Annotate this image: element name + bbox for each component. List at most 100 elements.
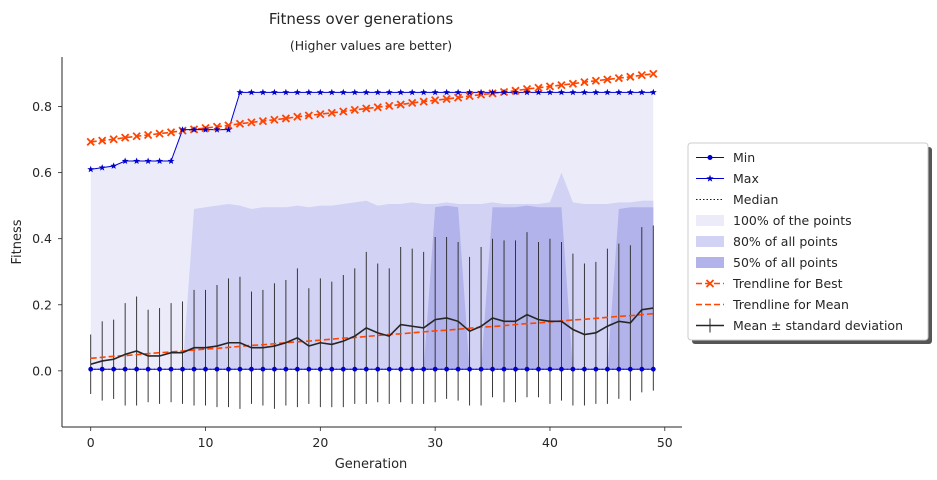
min-marker xyxy=(249,366,254,372)
max-marker xyxy=(259,88,267,96)
trendline-best-marker xyxy=(534,83,543,92)
max-marker xyxy=(87,165,95,173)
trendline-best-marker xyxy=(465,91,474,101)
min-marker xyxy=(432,366,438,372)
legend-label: Mean ± standard deviation xyxy=(733,318,903,333)
min-marker xyxy=(317,366,323,372)
legend-item: 80% of all points xyxy=(696,234,838,249)
min-marker xyxy=(260,366,266,372)
max-marker xyxy=(248,88,255,96)
min-marker xyxy=(145,366,151,372)
legend-label: 50% of all points xyxy=(733,255,838,270)
trendline-best-marker xyxy=(545,82,555,91)
trendline-best-marker xyxy=(86,137,95,147)
min-marker xyxy=(639,366,645,372)
max-marker xyxy=(454,88,462,96)
min-marker xyxy=(306,366,312,372)
max-marker xyxy=(592,88,600,96)
min-marker xyxy=(627,366,633,372)
trendline-best-marker xyxy=(316,110,325,119)
min-marker xyxy=(352,366,358,372)
legend-label: Max xyxy=(733,171,759,186)
max-marker xyxy=(477,88,485,96)
max-marker xyxy=(443,88,451,96)
trendline-best-marker xyxy=(270,115,279,124)
y-tick-label: 0.6 xyxy=(32,165,52,180)
min-marker xyxy=(513,366,518,372)
legend-label: Trendline for Best xyxy=(732,276,843,291)
max-marker xyxy=(603,88,611,96)
min-marker xyxy=(329,366,335,372)
legend-item: Max xyxy=(696,171,759,186)
min-marker xyxy=(203,366,208,372)
min-marker xyxy=(272,366,277,372)
legend-item: Min xyxy=(696,150,755,165)
max-marker xyxy=(316,88,324,96)
trendline-best-marker xyxy=(396,100,405,109)
legend-label: 100% of the points xyxy=(733,213,852,228)
legend: Min Max Median 100% of the points 80% of all… xyxy=(687,142,932,344)
max-marker xyxy=(420,88,428,96)
trendline-best-marker xyxy=(235,119,245,128)
max-marker xyxy=(179,126,186,133)
legend-glyph-marker xyxy=(705,279,715,288)
min-marker xyxy=(226,366,231,372)
legend-item: Mean ± standard deviation xyxy=(696,318,903,333)
min-marker xyxy=(88,366,94,372)
min-marker xyxy=(168,366,174,372)
trendline-best-marker xyxy=(247,118,256,127)
min-marker xyxy=(444,366,450,372)
trendline-best-marker xyxy=(580,77,589,87)
min-marker xyxy=(582,366,587,372)
y-tick-label: 0.2 xyxy=(32,297,52,312)
legend-label: Trendline for Mean xyxy=(732,297,849,312)
max-marker xyxy=(98,164,106,171)
legend-label: 80% of all points xyxy=(733,234,838,249)
max-marker xyxy=(374,88,382,96)
max-marker xyxy=(580,88,588,96)
trendline-best-marker xyxy=(626,72,635,81)
min-marker xyxy=(375,366,381,372)
min-marker xyxy=(409,366,415,372)
y-tick-labels: 0.0 0.2 0.4 0.6 0.8 xyxy=(32,99,62,378)
min-marker xyxy=(363,366,369,372)
y-tick-label: 0.4 xyxy=(32,231,52,246)
max-marker xyxy=(305,88,313,96)
min-marker xyxy=(593,366,599,372)
min-marker xyxy=(134,366,140,372)
max-marker xyxy=(523,88,531,96)
trendline-best-marker xyxy=(568,79,578,88)
y-tick-label: 0.0 xyxy=(32,363,52,378)
max-marker xyxy=(615,88,623,96)
min-marker xyxy=(283,366,289,372)
x-tick-label: 50 xyxy=(657,435,673,450)
trendline-best-marker xyxy=(637,71,646,80)
legend-item: 50% of all points xyxy=(696,255,838,270)
min-marker xyxy=(386,366,392,372)
max-marker xyxy=(408,88,416,96)
max-marker xyxy=(638,88,646,96)
trendline-best-marker xyxy=(224,121,233,130)
trendline-best-line xyxy=(90,73,654,143)
min-marker xyxy=(570,366,576,372)
min-marker xyxy=(501,366,507,372)
trendline-best-marker xyxy=(603,75,612,84)
max-marker xyxy=(167,157,175,164)
min-marker xyxy=(650,366,656,372)
x-tick-label: 10 xyxy=(198,435,214,450)
max-marker xyxy=(500,88,508,96)
legend-glyph xyxy=(696,236,724,247)
max-marker xyxy=(466,88,474,96)
max-marker xyxy=(558,88,565,96)
x-tick-label: 30 xyxy=(427,435,443,450)
legend-box xyxy=(687,142,929,341)
legend-glyph-marker xyxy=(706,174,714,182)
min-marker xyxy=(180,366,185,372)
mean-line xyxy=(90,307,654,365)
legend-label: Median xyxy=(733,192,778,207)
max-marker xyxy=(431,88,439,96)
max-marker xyxy=(362,88,370,96)
min-marker xyxy=(490,366,495,372)
trendline-best-marker xyxy=(304,111,313,120)
trendline-best-marker xyxy=(143,130,153,140)
